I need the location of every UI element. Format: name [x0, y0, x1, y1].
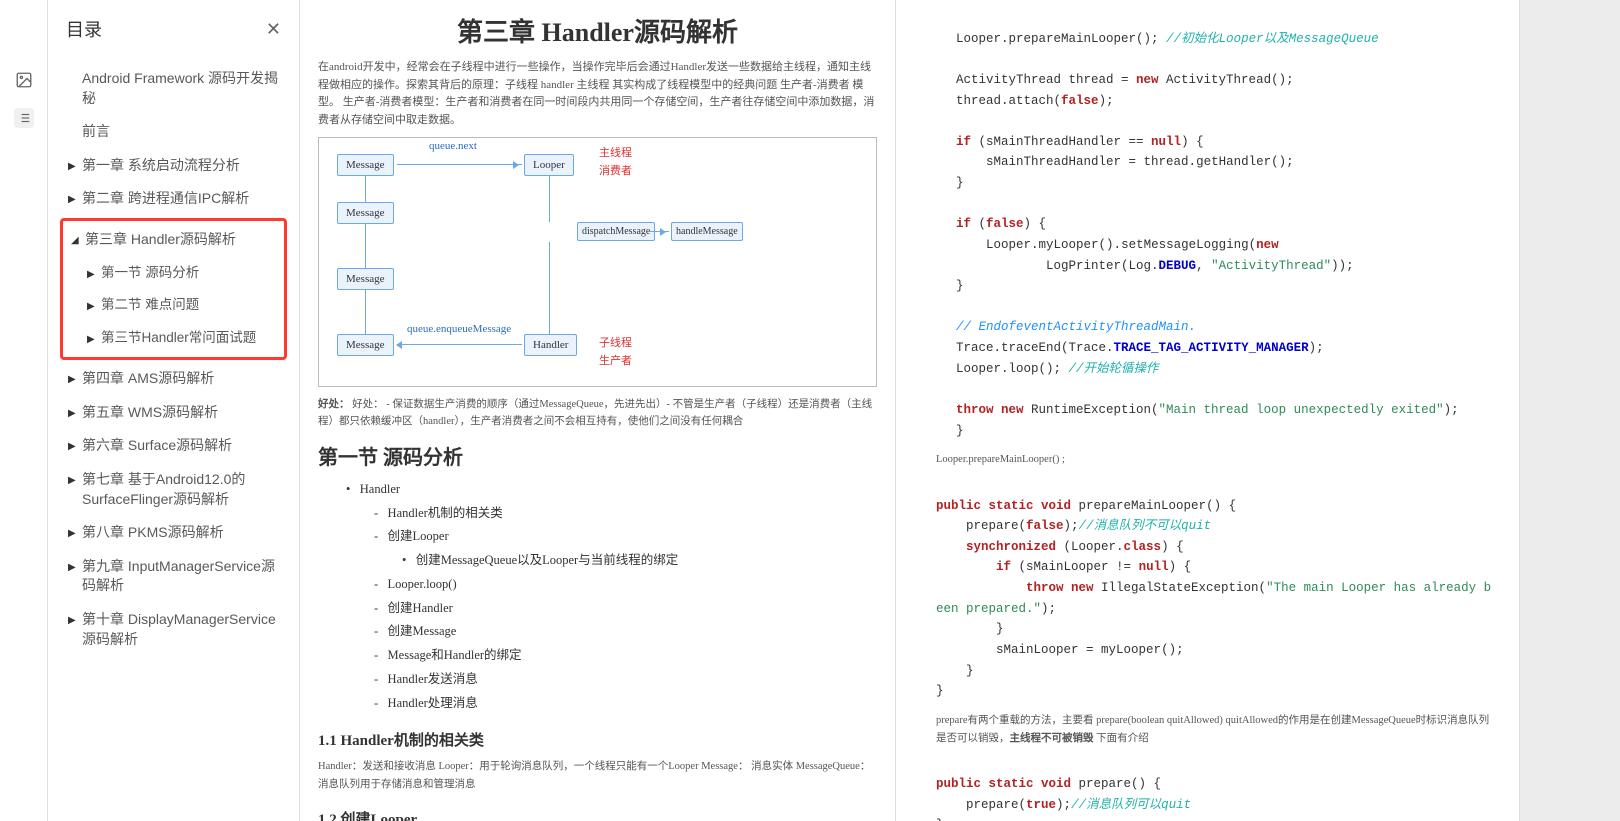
h11: 1.1 Handler机制的相关类 — [318, 729, 877, 750]
handler-diagram: Message Message Message Message Looper H… — [318, 137, 877, 387]
toc-item[interactable]: ▶第三节Handler常问面试题 — [63, 322, 284, 355]
toc-highlight-box: ◢第三章 Handler源码解析▶第一节 源码分析▶第二节 难点问题▶第三节Ha… — [60, 218, 287, 360]
chapter-title: 第三章 Handler源码解析 — [318, 12, 877, 49]
toc: ▶Android Framework 源码开发揭秘▶前言▶第一章 系统启动流程分… — [48, 56, 299, 821]
right-page: Looper.prepareMainLooper(); //初始化Looper以… — [896, 0, 1520, 821]
list-icon[interactable] — [14, 108, 34, 128]
c2-head: Looper.prepareMainLooper() ; — [936, 451, 1495, 469]
section1-title: 第一节 源码分析 — [318, 441, 877, 470]
toc-item[interactable]: ▶第四章 AMS源码解析 — [60, 362, 287, 396]
h11-desc: Handler：发送和接收消息 Looper：用于轮询消息队列，一个线程只能有一… — [318, 758, 877, 794]
toc-item[interactable]: ▶第十章 DisplayManagerService源码解析 — [60, 603, 287, 656]
toc-item[interactable]: ▶前言 — [60, 115, 287, 149]
left-rail — [0, 0, 48, 821]
toc-item[interactable]: ▶第一节 源码分析 — [63, 257, 284, 290]
dg-msg4: Message — [337, 334, 394, 356]
code-block-1: Looper.prepareMainLooper(); //初始化Looper以… — [936, 8, 1495, 441]
intro-text: 在android开发中，经常会在子线程中进行一些操作，当操作完毕后会通过Hand… — [318, 59, 877, 129]
code-block-2: public static void prepareMainLooper() {… — [936, 475, 1495, 702]
dg-enqueue: queue.enqueueMessage — [407, 323, 511, 335]
dg-msg1: Message — [337, 154, 394, 176]
toc-item[interactable]: ◢第三章 Handler源码解析 — [63, 223, 284, 257]
dg-looper: Looper — [524, 154, 574, 176]
dg-queue-next: queue.next — [429, 140, 477, 152]
dg-producer: 生产者 — [599, 352, 632, 368]
dg-main-thread: 主线程 — [599, 144, 632, 160]
dg-sub-thread: 子线程 — [599, 334, 632, 350]
h12: 1.2 创建Looper — [318, 808, 877, 821]
toc-item[interactable]: ▶第七章 基于Android12.0的SurfaceFlinger源码解析 — [60, 463, 287, 516]
left-page: 第三章 Handler源码解析 在android开发中，经常会在子线程中进行一些… — [300, 0, 896, 821]
code-block-3: public static void prepare() { prepare(t… — [936, 754, 1495, 821]
dg-handler: Handler — [524, 334, 577, 356]
toc-item[interactable]: ▶第一章 系统启动流程分析 — [60, 149, 287, 183]
sidebar-title: 目录 — [66, 16, 102, 42]
toc-item[interactable]: ▶第二节 难点问题 — [63, 289, 284, 322]
toc-item[interactable]: ▶第八章 PKMS源码解析 — [60, 516, 287, 550]
bullet-list: • Handler - Handler机制的相关类 - 创建Looper • 创… — [318, 478, 877, 716]
c3-head: prepare有两个重载的方法，主要看 prepare(boolean quit… — [936, 712, 1495, 748]
dg-consumer: 消费者 — [599, 162, 632, 178]
sidebar-header: 目录 ✕ — [48, 0, 299, 56]
toc-item[interactable]: ▶Android Framework 源码开发揭秘 — [60, 62, 287, 115]
sidebar: 目录 ✕ ▶Android Framework 源码开发揭秘▶前言▶第一章 系统… — [48, 0, 300, 821]
note-text: 好处： 好处： - 保证数据生产消费的顺序（通过MessageQueue，先进先… — [318, 397, 877, 431]
content-area: 第三章 Handler源码解析 在android开发中，经常会在子线程中进行一些… — [300, 0, 1520, 821]
toc-item[interactable]: ▶第二章 跨进程通信IPC解析 — [60, 182, 287, 216]
image-icon[interactable] — [14, 70, 34, 90]
toc-item[interactable]: ▶第五章 WMS源码解析 — [60, 396, 287, 430]
dg-msg2: Message — [337, 202, 394, 224]
dg-dispatch: dispatchMessage — [577, 222, 655, 241]
close-icon[interactable]: ✕ — [266, 19, 281, 40]
app-root: 目录 ✕ ▶Android Framework 源码开发揭秘▶前言▶第一章 系统… — [0, 0, 1620, 821]
dg-msg3: Message — [337, 268, 394, 290]
dg-handle: handleMessage — [671, 222, 743, 241]
toc-item[interactable]: ▶第六章 Surface源码解析 — [60, 429, 287, 463]
right-margin — [1520, 0, 1620, 821]
toc-item[interactable]: ▶第九章 InputManagerService源码解析 — [60, 550, 287, 603]
